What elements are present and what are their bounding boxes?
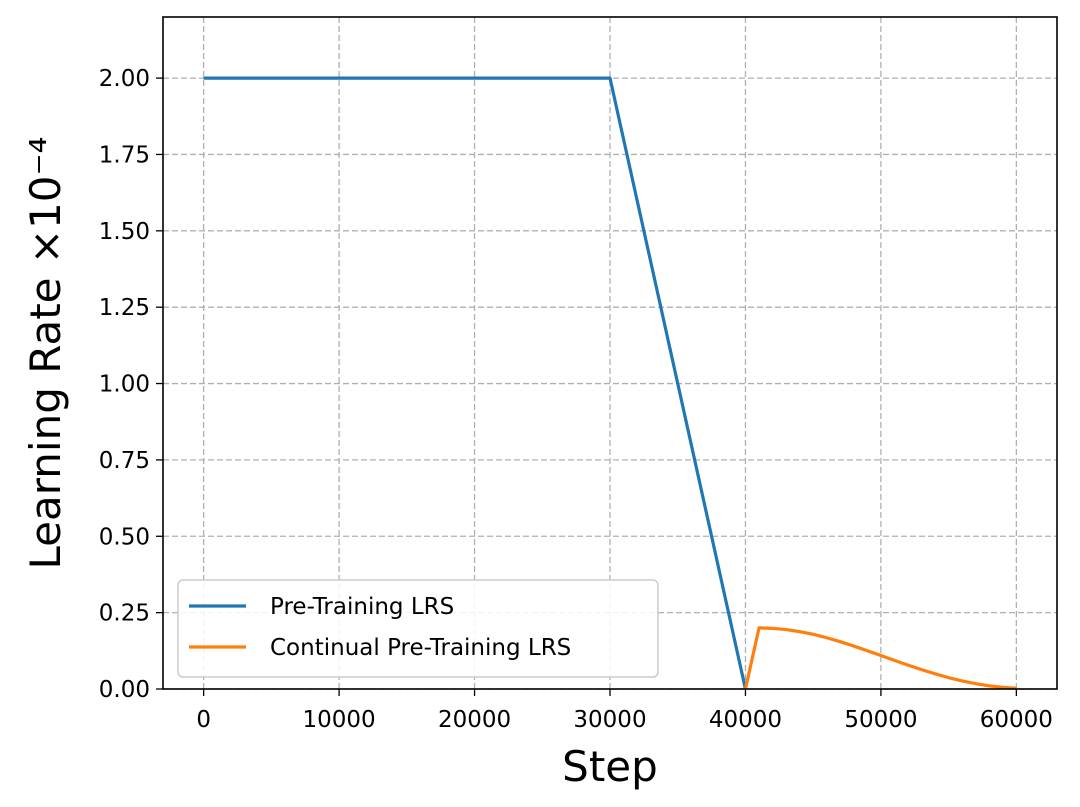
x-tick-label: 10000 [303,707,376,733]
series-lines [203,76,1017,690]
x-tick-label: 60000 [980,707,1053,733]
legend: Pre-Training LRS Continual Pre-Training … [177,579,659,678]
x-axis-label: Step [562,742,658,791]
y-tick-label: 2.00 [99,66,150,92]
y-tick-label: 0.50 [99,524,150,550]
legend-label-pre-training: Pre-Training LRS [270,594,454,620]
x-tick-label: 30000 [573,707,646,733]
tick-labels: 0 10000 20000 30000 40000 50000 60000 0.00 0.25 0… [99,66,1053,733]
y-tick-label: 0.25 [99,601,150,627]
y-tick-label: 1.75 [99,142,150,168]
x-tick-label: 50000 [844,707,917,733]
y-tick-label: 1.00 [99,372,150,398]
y-tick-label: 0.75 [99,448,150,474]
legend-box [177,579,659,678]
y-tick-label: 0.00 [99,677,150,703]
y-tick-label: 1.25 [99,295,150,321]
x-tick-label: 40000 [709,707,782,733]
x-tick-label: 0 [196,707,211,733]
x-tick-label: 20000 [438,707,511,733]
series-line-1 [743,626,1017,690]
y-tick-label: 1.50 [99,219,150,245]
series-line-0 [203,76,748,690]
y-axis-label: Learning Rate ×10⁻⁴ [21,137,70,570]
legend-label-continual-pre-training: Continual Pre-Training LRS [270,635,571,661]
axis-ticks [156,77,1018,696]
